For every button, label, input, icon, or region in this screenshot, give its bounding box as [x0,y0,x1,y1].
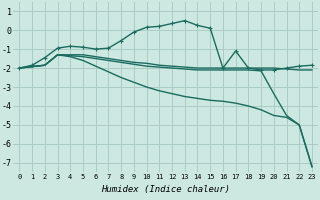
X-axis label: Humidex (Indice chaleur): Humidex (Indice chaleur) [101,185,230,194]
